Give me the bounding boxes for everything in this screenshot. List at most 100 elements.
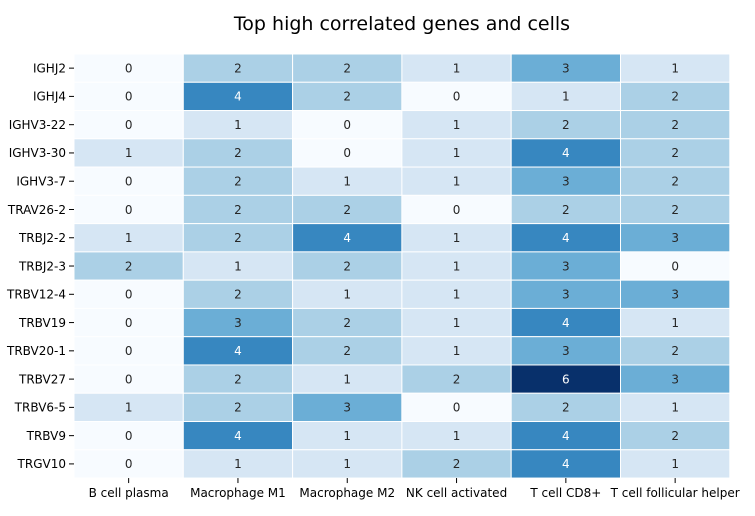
row-tick-label: TRAV26-2: [7, 203, 66, 217]
cell-value-label: 1: [671, 316, 679, 330]
heatmap-cell: [292, 421, 403, 451]
heatmap-cell: [620, 421, 731, 451]
cell-value-label: 3: [562, 61, 570, 75]
cell-value-label: 2: [562, 118, 570, 132]
cell-value-label: 1: [343, 288, 351, 302]
heatmap-cell: [292, 279, 403, 309]
row-tick-label: TRBJ2-2: [18, 231, 66, 245]
cell-value-label: 2: [234, 61, 242, 75]
cell-value-label: 3: [562, 259, 570, 273]
heatmap-cell: [182, 364, 294, 394]
cell-value-label: 1: [343, 372, 351, 386]
cell-value-label: 2: [343, 344, 351, 358]
heatmap-cell: [510, 449, 622, 479]
cell-value-label: 1: [453, 61, 461, 75]
cell-value-label: 2: [234, 288, 242, 302]
heatmap-cell: [73, 223, 184, 253]
cell-value-label: 0: [453, 90, 461, 104]
cell-value-label: 2: [125, 259, 133, 273]
column-tick-labels: B cell plasma Macrophage M1 Macrophage M2 N…: [89, 478, 740, 500]
cell-value-label: 0: [125, 429, 133, 443]
cell-value-label: 2: [453, 372, 461, 386]
cell-value-label: 6: [562, 372, 570, 386]
heatmap-cell: [292, 251, 403, 281]
heatmap-cell: [401, 166, 512, 196]
heatmap-cell: [401, 336, 512, 366]
heatmap-cell: [620, 81, 731, 112]
cell-value-label: 0: [125, 288, 133, 302]
heatmap-cell: [510, 392, 622, 423]
heatmap-cell: [73, 138, 184, 168]
cell-value-label: 1: [453, 118, 461, 132]
cell-value-label: 4: [562, 146, 570, 160]
cell-value-label: 0: [125, 90, 133, 104]
heatmap-cell: [620, 392, 731, 423]
cell-value-label: 1: [671, 61, 679, 75]
cell-value-label: 4: [562, 457, 570, 471]
cell-value-label: 1: [453, 288, 461, 302]
heatmap-cell: [401, 81, 512, 112]
heatmap-cell: [510, 110, 622, 140]
heatmap-cell: [73, 279, 184, 309]
heatmap-cell: [292, 138, 403, 168]
cell-value-label: 2: [671, 90, 679, 104]
column-tick-label: Macrophage M1: [190, 486, 286, 500]
heatmap-cell: [73, 364, 184, 394]
cell-value-label: 1: [453, 344, 461, 358]
cell-value-label: 1: [234, 118, 242, 132]
row-tick-label: IGHV3-30: [9, 146, 66, 160]
cell-value-label: 0: [343, 118, 351, 132]
heatmap-cell: [292, 392, 403, 423]
cell-value-label: 2: [234, 146, 242, 160]
cell-value-label: 0: [453, 401, 461, 415]
cell-value-label: 1: [343, 457, 351, 471]
row-tick-labels: IGHJ2 IGHJ4 IGHV3-22 IGHV3-30 IGHV3-7 TRAV26-…: [6, 61, 74, 471]
row-tick-label: TRBV19: [18, 316, 66, 330]
heatmap-cell: [182, 392, 294, 423]
heatmap-cell: [292, 449, 403, 479]
cell-value-label: 1: [343, 429, 351, 443]
cell-value-label: 2: [671, 344, 679, 358]
cell-value-label: 0: [453, 203, 461, 217]
cell-value-label: 2: [343, 61, 351, 75]
heatmap-cell: [620, 53, 731, 83]
cell-value-label: 3: [562, 288, 570, 302]
cell-value-label: 2: [671, 118, 679, 132]
row-tick-label: TRGV10: [17, 457, 66, 471]
heatmap-cell: [182, 110, 294, 140]
cell-value-label: 0: [343, 146, 351, 160]
row-tick-label: TRBV20-1: [6, 344, 66, 358]
heatmap-cell: [292, 364, 403, 394]
heatmap-cell: [182, 307, 294, 338]
cell-value-label: 2: [234, 203, 242, 217]
cell-value-label: 1: [562, 90, 570, 104]
cell-value-label: 1: [453, 316, 461, 330]
cell-value-label: 0: [125, 118, 133, 132]
cell-value-label: 0: [125, 316, 133, 330]
heatmap-cell: [620, 364, 731, 394]
cell-value-label: 1: [453, 146, 461, 160]
heatmap-cell: [510, 166, 622, 196]
heatmap-cell: [401, 223, 512, 253]
heatmap-cell: [182, 53, 294, 83]
cell-value-label: 2: [343, 90, 351, 104]
heatmap-cell: [182, 81, 294, 112]
heatmap-cell: [292, 223, 403, 253]
column-tick-label: Macrophage M2: [299, 486, 395, 500]
column-tick-label: B cell plasma: [89, 486, 169, 500]
cell-value-label: 2: [234, 231, 242, 245]
heatmap-cell: [620, 194, 731, 225]
heatmap-cells: [73, 53, 731, 479]
cell-value-label: 1: [125, 231, 133, 245]
row-tick-label: TRBV6-5: [14, 401, 66, 415]
cell-value-label: 3: [562, 344, 570, 358]
row-tick-label: TRBJ2-3: [18, 259, 66, 273]
heatmap-cell: [182, 279, 294, 309]
row-tick-label: IGHV3-7: [16, 175, 66, 189]
heatmap-cell: [401, 364, 512, 394]
cell-value-label: 2: [343, 203, 351, 217]
cell-value-label: 2: [671, 429, 679, 443]
heatmap-cell: [510, 138, 622, 168]
row-tick-label: IGHJ4: [33, 90, 66, 104]
